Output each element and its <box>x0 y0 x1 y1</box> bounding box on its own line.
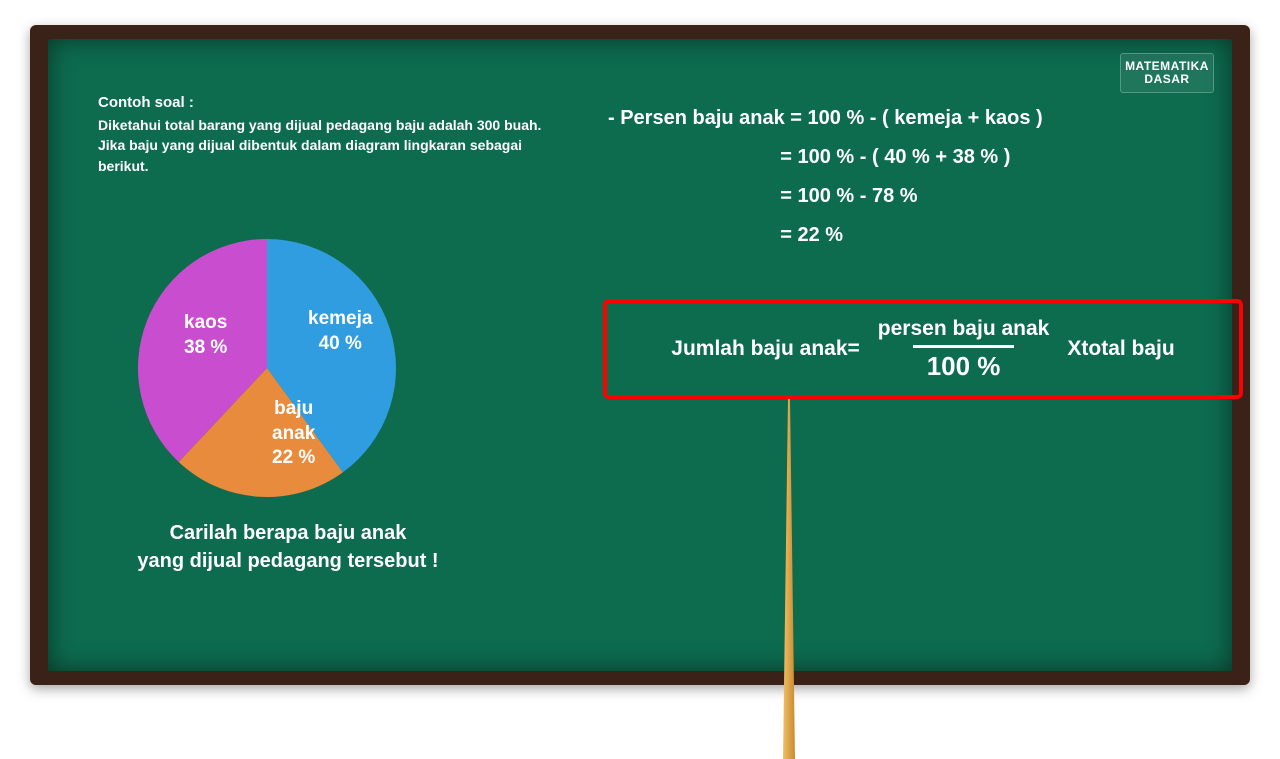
problem-text: Contoh soal : Diketahui total barang yan… <box>98 94 568 176</box>
chalkboard-frame: MATEMATIKA DASAR Contoh soal : Diketahui… <box>30 25 1250 685</box>
pie-svg <box>138 239 396 497</box>
formula-lhs: Jumlah baju anak <box>671 337 847 361</box>
formula-box: Jumlah baju anak = persen baju anak 100 … <box>603 299 1243 399</box>
calc-row: = 100 % - 78 % <box>608 177 1043 216</box>
pie-slice-label: kemeja40 % <box>308 307 372 356</box>
calc-row: - Persen baju anak = 100 % - ( kemeja + … <box>608 99 1043 138</box>
problem-line2: Jika baju yang dijual dibentuk dalam dia… <box>98 135 568 176</box>
calc-row: = 22 % <box>608 216 1043 255</box>
problem-line1: Diketahui total barang yang dijual pedag… <box>98 115 568 135</box>
pie-slice-label: kaos38 % <box>184 311 227 360</box>
calc-row: = 100 % - ( 40 % + 38 % ) <box>608 138 1043 177</box>
problem-title: Contoh soal : <box>98 94 568 111</box>
question-line1: Carilah berapa baju anak <box>88 519 488 547</box>
formula-denominator: 100 % <box>913 345 1015 382</box>
pointer-stick-icon <box>783 399 795 759</box>
logo-line2: DASAR <box>1144 73 1189 86</box>
chalkboard-surface: MATEMATIKA DASAR Contoh soal : Diketahui… <box>48 39 1232 671</box>
formula-equals: = <box>848 337 860 361</box>
formula-numerator: persen baju anak <box>870 316 1058 344</box>
pie-chart: kemeja40 % bajuanak22 % kaos38 % <box>138 239 396 497</box>
question-line2: yang dijual pedagang tersebut ! <box>88 547 488 575</box>
calculation-steps: - Persen baju anak = 100 % - ( kemeja + … <box>608 99 1043 255</box>
pie-slice-label: bajuanak22 % <box>272 397 315 471</box>
brand-logo: MATEMATIKA DASAR <box>1120 53 1214 93</box>
formula-fraction: persen baju anak 100 % <box>870 316 1058 381</box>
formula-times: X <box>1067 337 1081 361</box>
question-text: Carilah berapa baju anak yang dijual ped… <box>88 519 488 575</box>
formula-rhs: total baju <box>1081 337 1174 361</box>
